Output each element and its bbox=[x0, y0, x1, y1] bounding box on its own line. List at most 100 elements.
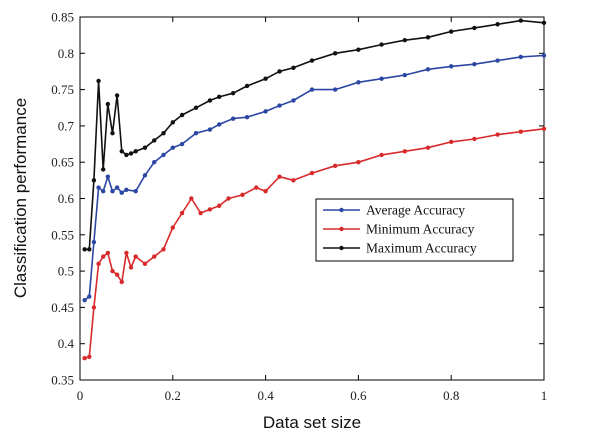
data-point bbox=[277, 174, 282, 179]
x-tick-label: 1 bbox=[541, 388, 548, 403]
data-point bbox=[472, 61, 477, 67]
data-point bbox=[226, 196, 231, 201]
data-point bbox=[152, 254, 157, 259]
data-point bbox=[217, 94, 222, 100]
legend-label: Average Accuracy bbox=[366, 203, 465, 218]
y-axis-label: Classification performance bbox=[11, 98, 30, 298]
data-point bbox=[91, 305, 97, 310]
data-point bbox=[105, 174, 111, 179]
data-point bbox=[217, 203, 222, 208]
data-point bbox=[277, 103, 282, 108]
data-point bbox=[142, 173, 148, 178]
y-tick-label: 0.7 bbox=[58, 118, 75, 133]
data-point bbox=[309, 170, 315, 176]
data-point bbox=[449, 29, 454, 34]
data-point bbox=[133, 254, 138, 259]
data-point bbox=[96, 185, 101, 190]
y-tick-label: 0.55 bbox=[51, 227, 74, 242]
data-point bbox=[356, 80, 361, 85]
series-0 bbox=[82, 53, 547, 303]
data-point bbox=[114, 272, 120, 277]
data-point bbox=[170, 120, 175, 125]
data-point bbox=[82, 247, 87, 252]
data-point bbox=[495, 132, 500, 137]
data-point bbox=[449, 64, 454, 69]
data-point bbox=[309, 87, 315, 92]
data-point bbox=[114, 93, 120, 98]
x-axis-label: Data set size bbox=[263, 413, 361, 432]
data-point bbox=[425, 35, 431, 40]
data-point bbox=[425, 145, 431, 150]
data-point bbox=[101, 189, 106, 194]
data-point bbox=[263, 76, 268, 81]
data-point bbox=[541, 20, 547, 26]
x-tick-label: 0 bbox=[77, 388, 84, 403]
data-point bbox=[101, 254, 106, 259]
data-point bbox=[263, 109, 268, 114]
data-point bbox=[309, 58, 315, 63]
data-point bbox=[96, 78, 101, 84]
data-point bbox=[124, 187, 129, 192]
data-point bbox=[101, 167, 106, 172]
data-point bbox=[207, 127, 213, 132]
data-point bbox=[379, 42, 384, 47]
data-point bbox=[128, 151, 134, 156]
data-point bbox=[356, 160, 361, 165]
data-point bbox=[230, 116, 236, 121]
data-point bbox=[379, 76, 384, 81]
data-point bbox=[402, 149, 407, 154]
series-layer bbox=[82, 18, 547, 361]
data-point bbox=[254, 185, 259, 190]
data-point bbox=[379, 152, 384, 158]
x-tick-label: 0.6 bbox=[350, 388, 367, 403]
data-point bbox=[119, 279, 124, 285]
y-tick-label: 0.6 bbox=[58, 191, 75, 206]
data-point bbox=[161, 247, 166, 252]
data-point bbox=[291, 65, 296, 71]
data-point bbox=[193, 105, 199, 110]
data-point bbox=[170, 145, 175, 150]
data-point bbox=[193, 130, 199, 136]
data-point bbox=[110, 268, 115, 274]
data-point bbox=[82, 297, 87, 303]
data-point bbox=[356, 47, 361, 52]
data-point bbox=[142, 261, 148, 267]
data-point bbox=[198, 210, 203, 216]
data-point bbox=[170, 225, 175, 230]
data-point bbox=[91, 239, 97, 245]
data-point bbox=[333, 163, 338, 169]
data-point bbox=[110, 130, 115, 136]
x-tick-label: 0.4 bbox=[257, 388, 274, 403]
data-point bbox=[119, 149, 124, 154]
y-tick-label: 0.65 bbox=[51, 155, 74, 170]
legend-label: Minimum Accuracy bbox=[366, 222, 475, 237]
y-tick-label: 0.35 bbox=[51, 373, 74, 388]
data-point bbox=[189, 196, 194, 201]
y-tick-label: 0.85 bbox=[51, 10, 74, 25]
data-point bbox=[87, 354, 92, 359]
y-axis-ticks: 0.35 0.4 0.45 0.5 0.55 0.6 0.65 0.7 0.75 0.8 0.85 bbox=[51, 10, 544, 388]
data-point bbox=[402, 38, 407, 43]
data-point bbox=[541, 126, 547, 132]
data-point bbox=[495, 22, 500, 27]
data-point bbox=[472, 25, 477, 31]
x-tick-label: 0.8 bbox=[443, 388, 459, 403]
legend-marker bbox=[339, 207, 344, 213]
data-point bbox=[291, 178, 296, 183]
data-point bbox=[240, 192, 245, 198]
data-point bbox=[449, 139, 454, 145]
data-point bbox=[179, 141, 185, 147]
data-point bbox=[133, 189, 138, 194]
data-point bbox=[161, 130, 166, 136]
data-point bbox=[425, 67, 431, 72]
data-point bbox=[110, 189, 115, 194]
data-point bbox=[207, 207, 213, 212]
data-point bbox=[179, 112, 185, 118]
data-point bbox=[91, 178, 97, 183]
data-point bbox=[82, 356, 87, 361]
data-point bbox=[105, 250, 111, 256]
data-point bbox=[333, 87, 338, 92]
y-tick-label: 0.4 bbox=[58, 336, 75, 351]
data-point bbox=[207, 98, 213, 103]
